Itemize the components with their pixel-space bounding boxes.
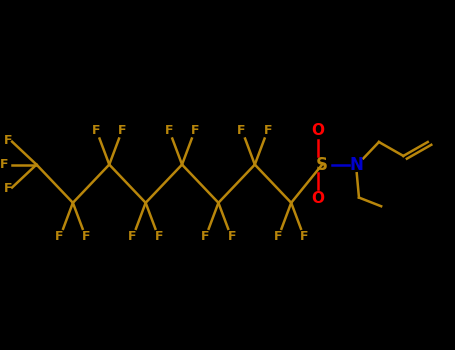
Text: F: F: [164, 124, 173, 138]
Text: F: F: [201, 230, 209, 243]
Text: S: S: [316, 156, 328, 174]
Text: N: N: [350, 156, 364, 174]
Text: O: O: [311, 124, 324, 138]
Text: F: F: [0, 158, 9, 171]
Text: F: F: [300, 230, 309, 243]
Text: F: F: [92, 124, 100, 138]
Text: F: F: [3, 134, 12, 147]
Text: O: O: [311, 191, 324, 206]
Text: F: F: [237, 124, 246, 138]
Text: F: F: [56, 230, 64, 243]
Text: F: F: [191, 124, 200, 138]
Text: F: F: [118, 124, 127, 138]
Text: F: F: [82, 230, 91, 243]
Text: F: F: [3, 182, 12, 195]
Text: F: F: [264, 124, 273, 138]
Text: F: F: [155, 230, 163, 243]
Text: F: F: [128, 230, 136, 243]
Text: F: F: [273, 230, 282, 243]
Text: F: F: [228, 230, 236, 243]
